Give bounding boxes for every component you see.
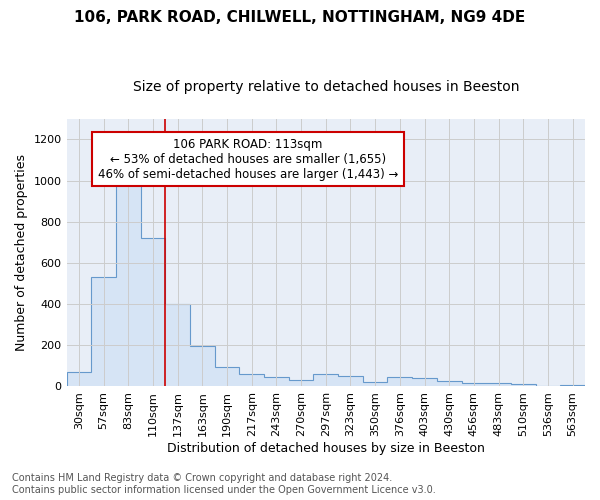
Y-axis label: Number of detached properties: Number of detached properties [15,154,28,351]
X-axis label: Distribution of detached houses by size in Beeston: Distribution of detached houses by size … [167,442,485,455]
Text: Contains HM Land Registry data © Crown copyright and database right 2024.
Contai: Contains HM Land Registry data © Crown c… [12,474,436,495]
Text: 106, PARK ROAD, CHILWELL, NOTTINGHAM, NG9 4DE: 106, PARK ROAD, CHILWELL, NOTTINGHAM, NG… [74,10,526,25]
Title: Size of property relative to detached houses in Beeston: Size of property relative to detached ho… [133,80,519,94]
Text: 106 PARK ROAD: 113sqm
← 53% of detached houses are smaller (1,655)
46% of semi-d: 106 PARK ROAD: 113sqm ← 53% of detached … [98,138,398,180]
